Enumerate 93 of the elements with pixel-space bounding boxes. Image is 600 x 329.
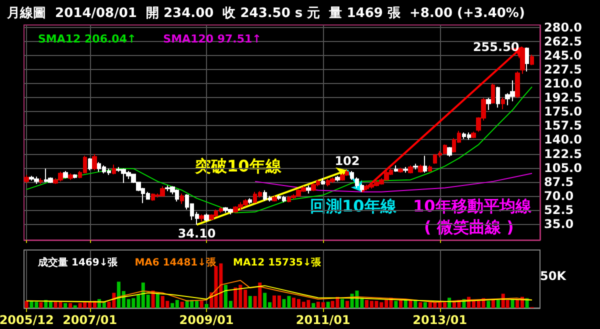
candlestick: [408, 164, 413, 174]
y-tick-label: 70.0: [544, 188, 574, 203]
y-tick-label: 245.0: [544, 48, 582, 62]
annotation: 255.50: [472, 40, 520, 54]
x-tick-label: 2009/01: [179, 313, 234, 327]
x-tick-label: 2013/01: [412, 313, 468, 327]
candlestick: [340, 172, 345, 182]
annotation: 50K: [540, 269, 567, 283]
candlestick: [24, 174, 29, 184]
candlestick: [471, 131, 476, 139]
candlestick: [447, 146, 452, 158]
bar: [486, 300, 490, 308]
candlestick: [88, 158, 92, 171]
candlestick: [530, 54, 534, 66]
bar: [200, 300, 204, 308]
series-label: 成交量 1469↓張: [37, 256, 119, 268]
candlestick: [180, 192, 184, 204]
y-tick-label: 157.5: [544, 118, 582, 133]
candlestick: [335, 175, 340, 182]
candlestick: [311, 182, 316, 192]
candlestick: [321, 178, 325, 186]
bar: [326, 302, 330, 308]
bar: [418, 302, 422, 308]
bar: [312, 303, 316, 308]
x-tick-label: 2005/12: [0, 313, 54, 327]
bar: [404, 300, 408, 308]
bar: [345, 300, 349, 308]
text: SMA120 97.51↑: [163, 32, 262, 46]
x-tick-label: 2011/01: [296, 313, 350, 327]
candlestick: [394, 164, 398, 172]
chart-title: 月線圖 2014/08/01 開 234.00 收 243.50 s 元 量 1469 張 +8.00 (+3.40%): [6, 6, 525, 21]
candlestick: [63, 170, 68, 179]
candlestick: [520, 46, 525, 74]
bar: [73, 305, 77, 308]
bar: [180, 302, 184, 308]
y-tick-label: 140.0: [544, 132, 582, 147]
x-tick-label: 2007/01: [62, 313, 118, 327]
candlestick: [486, 98, 491, 111]
y-tick-label: 122.5: [544, 146, 582, 161]
candlestick: [209, 214, 214, 220]
bar: [68, 303, 72, 308]
candlestick: [418, 164, 423, 174]
bar: [204, 304, 208, 308]
candlestick: [525, 46, 529, 72]
candlestick: [428, 164, 432, 172]
y-tick-label: 262.5: [544, 34, 582, 48]
candlestick: [403, 166, 408, 174]
candlestick: [68, 172, 73, 180]
bar: [408, 300, 412, 308]
y-tick-label: 280.0: [544, 20, 582, 34]
y-tick-label: 52.5: [544, 202, 574, 217]
y-tick-label: 105.0: [544, 160, 582, 175]
bar: [394, 300, 398, 308]
bar: [340, 299, 344, 308]
candlestick: [199, 214, 204, 222]
candlestick: [272, 195, 277, 202]
candlestick: [112, 164, 116, 175]
candlestick: [350, 170, 354, 180]
annotation: 102: [334, 154, 360, 168]
candlestick: [92, 154, 97, 171]
candlestick: [413, 163, 418, 170]
candlestick: [496, 86, 500, 108]
y-tick-label: 87.5: [544, 174, 574, 189]
line-series: [26, 86, 533, 214]
candlestick: [39, 178, 43, 184]
candlestick: [248, 198, 252, 204]
candlestick: [330, 176, 335, 184]
bar: [248, 296, 252, 308]
bar: [496, 300, 500, 308]
y-tick-label: 35.0: [544, 216, 574, 231]
bar: [39, 302, 43, 308]
y-tick-label: 210.0: [544, 76, 582, 91]
candlestick: [491, 83, 495, 104]
bar: [64, 303, 68, 308]
bar: [398, 300, 402, 308]
annotation: 34.10: [178, 226, 216, 241]
candlestick: [423, 155, 427, 174]
y-tick-label: 175.0: [544, 104, 582, 119]
candlestick: [204, 213, 209, 222]
line-series: [254, 172, 533, 192]
candlestick: [501, 96, 505, 110]
candlestick: [306, 184, 311, 194]
bar: [423, 302, 427, 308]
text: MA12 15735↓張: [232, 256, 322, 268]
bar: [24, 300, 28, 308]
bar: [156, 294, 160, 308]
series-label: MA6 14481↓張: [134, 256, 217, 268]
text: SMA12 206.04↑: [38, 32, 136, 46]
candlestick: [398, 167, 403, 174]
candlestick: [515, 71, 520, 99]
candlestick: [73, 174, 77, 179]
y-tick-label: 227.5: [544, 62, 582, 77]
y-tick-label: 192.5: [544, 90, 582, 105]
